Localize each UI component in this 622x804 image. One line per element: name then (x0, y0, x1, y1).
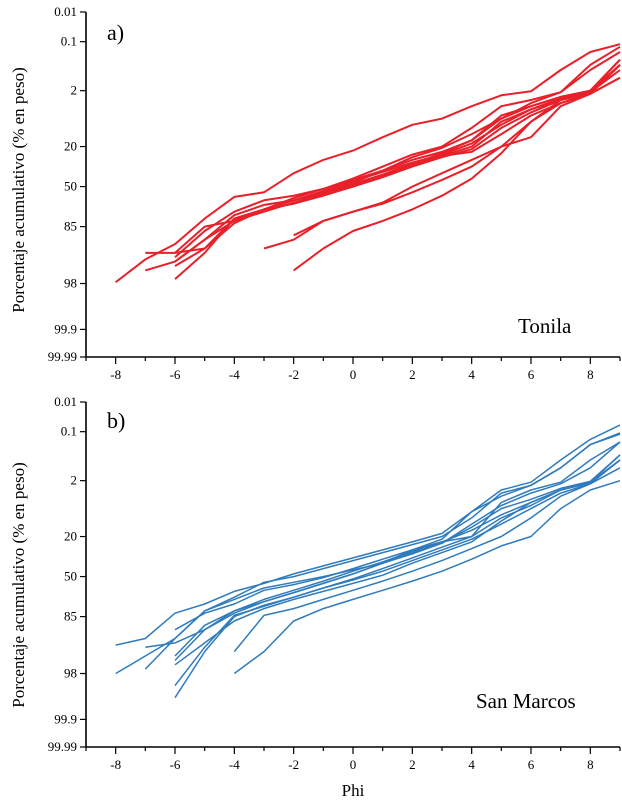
series-line-b-10 (233, 479, 621, 675)
x-tick-label-a: 2 (409, 367, 416, 382)
site-label-tonila: Tonila (518, 314, 572, 338)
panel-label-b: b) (107, 408, 125, 433)
x-tick-label-a: -2 (288, 367, 299, 382)
y-tick-label-a: 99.9 (54, 321, 77, 336)
series-line-a-1 (115, 43, 621, 283)
y-tick-label-b: 20 (64, 529, 77, 544)
series-line-b-1 (115, 424, 621, 646)
panel-label-a: a) (107, 20, 124, 45)
y-tick-label-b: 0.1 (61, 424, 77, 439)
x-tick-label-a: 0 (350, 367, 357, 382)
series-line-b-6 (174, 467, 621, 687)
y-tick-label-b: 0.01 (54, 394, 77, 409)
series-line-a-5 (174, 69, 621, 267)
y-tick-label-a: 2 (71, 83, 78, 98)
y-tick-label-b: 98 (64, 666, 77, 681)
y-tick-label-b: 99.99 (48, 739, 77, 754)
x-tick-label-a: 4 (468, 367, 475, 382)
x-tick-label-a: -6 (170, 367, 181, 382)
y-tick-label-b: 50 (64, 569, 77, 584)
x-tick-label-b: -2 (288, 757, 299, 772)
y-tick-label-a: 99.99 (48, 349, 77, 364)
x-tick-label-a: 8 (587, 367, 594, 382)
series-group-b (115, 424, 621, 699)
x-tick-label-a: -8 (110, 367, 121, 382)
x-tick-label-a: 6 (528, 367, 535, 382)
series-line-a-10 (293, 64, 621, 237)
y-axis-title-b: Porcentaje acumulativo (% en peso) (9, 462, 28, 707)
series-group-a (115, 43, 621, 283)
panel-a: Porcentaje acumulativo (% en peso) 0.01 0… (9, 4, 621, 382)
series-line-b-12 (174, 441, 621, 631)
y-tick-label-a: 0.1 (61, 34, 77, 49)
y-tick-label-a: 98 (64, 276, 77, 291)
series-line-a-6 (174, 76, 621, 263)
y-tick-label-b: 85 (64, 609, 77, 624)
series-line-b-9 (174, 459, 621, 666)
x-tick-label-b: -8 (110, 757, 121, 772)
site-label-san-marcos: San Marcos (476, 689, 576, 713)
x-axis-title: Phi (342, 781, 365, 800)
y-tick-label-a: 0.01 (54, 4, 77, 19)
x-tick-label-b: 2 (409, 757, 416, 772)
x-tick-label-b: 8 (587, 757, 594, 772)
y-tick-label-a: 85 (64, 219, 77, 234)
y-tick-label-b: 2 (71, 473, 78, 488)
y-tick-label-a: 50 (64, 179, 77, 194)
series-line-a-7 (174, 59, 621, 258)
y-tick-label-b: 99.9 (54, 711, 77, 726)
x-tick-label-b: -4 (229, 757, 240, 772)
series-line-a-12 (233, 45, 621, 222)
y-tick-label-a: 20 (64, 139, 77, 154)
series-line-a-11 (293, 59, 621, 272)
y-axis-title-a: Porcentaje acumulativo (% en peso) (9, 67, 28, 312)
panel-b: Porcentaje acumulativo (% en peso) 0.01 0… (9, 394, 621, 772)
x-tick-label-b: 4 (468, 757, 475, 772)
x-tick-label-b: -6 (170, 757, 181, 772)
series-line-b-11 (233, 459, 621, 653)
x-tick-label-a: -4 (229, 367, 240, 382)
series-line-b-7 (174, 454, 621, 661)
series-line-b-4 (145, 441, 621, 648)
x-tick-label-b: 6 (528, 757, 535, 772)
x-tick-label-b: 0 (350, 757, 357, 772)
